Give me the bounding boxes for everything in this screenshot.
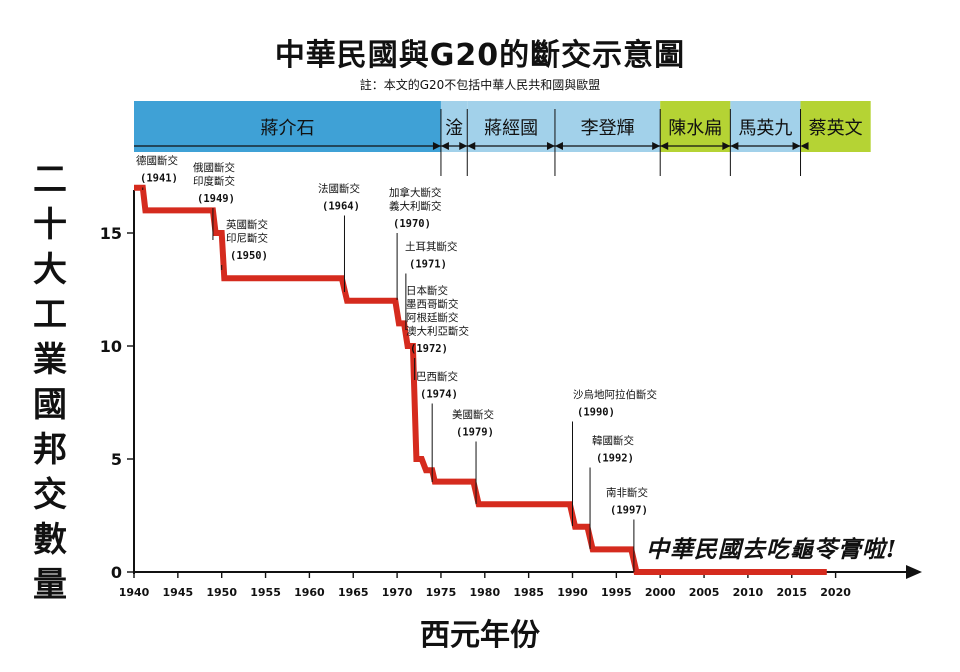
y-axis-label-char: 量 [33,565,67,605]
era-block [660,101,731,152]
y-axis-label-char: 交 [33,475,67,515]
annotation-text: 印度斷交 [193,175,235,188]
x-tick-label: 1985 [513,586,544,599]
x-tick-label: 1960 [294,586,325,599]
annotation-year: (1971) [409,259,447,271]
era-arrowhead [546,142,555,150]
x-tick-label: 1980 [469,586,500,599]
x-axis-label: 西元年份 [420,618,540,653]
era-label: 陳水扁 [668,118,722,139]
annotation-text: 墨西哥斷交 [406,298,459,311]
annotation-year: (1941) [140,173,178,185]
annotation-year: (1997) [610,505,648,517]
annotation-year: (1990) [577,407,615,419]
era-arrowhead [459,142,468,150]
era-arrowhead [660,142,669,150]
annotation-text: 南非斷交 [606,486,648,499]
era-arrowhead [792,142,801,150]
era-block [134,101,441,152]
era-block [800,101,871,152]
x-tick-label: 1950 [206,586,237,599]
x-tick-label: 1970 [382,586,413,599]
annotation-text: 加拿大斷交 [389,186,442,199]
annotation-text: 英國斷交 [226,218,268,231]
y-tick-label: 5 [111,450,122,469]
y-tick-label: 15 [100,224,122,243]
annotation-text: 俄國斷交 [193,161,235,174]
annotation-text: 澳大利亞斷交 [406,325,469,338]
y-axis-label-char: 二 [33,160,67,200]
y-axis-label-char: 邦 [33,430,67,470]
y-axis-label: 二十大工業國邦交數量 [28,158,72,608]
annotation-year: (1949) [197,193,235,205]
annotation-text: 德國斷交 [136,154,178,167]
annotation-year: (1964) [322,201,360,213]
y-axis-label-char: 工 [33,295,67,335]
y-tick-label: 0 [111,563,122,582]
x-tick-label: 1940 [119,586,150,599]
annotation-year: (1972) [410,343,448,355]
y-axis-label-char: 大 [33,250,67,290]
x-tick-label: 1995 [601,586,632,599]
annotation-year: (1979) [456,427,494,439]
annotation-text: 義大利斷交 [389,200,442,213]
x-tick-label: 2010 [733,586,764,599]
era-arrowhead [722,142,731,150]
x-axis-arrow [906,565,922,579]
era-block [554,101,661,152]
era-label: 淦 [445,118,463,139]
y-axis-label-char: 數 [33,520,67,560]
annotation-year: (1970) [393,218,431,230]
era-label: 蔣經國 [484,118,538,139]
era-arrowhead [730,142,739,150]
x-tick-label: 1990 [557,586,588,599]
annotation-text: 韓國斷交 [592,434,634,447]
x-tick-label: 1945 [163,586,194,599]
annotation-text: 沙烏地阿拉伯斷交 [573,388,657,401]
annotation-text: 日本斷交 [406,284,448,297]
era-arrowhead [432,142,441,150]
annotation-year: (1992) [596,453,634,465]
x-tick-label: 2015 [776,586,807,599]
page-title: 中華民國與G20的斷交示意圖 [274,38,686,73]
era-block [730,101,801,152]
era-label: 蔡英文 [809,118,863,139]
era-label: 李登輝 [581,118,635,139]
annotation-text: 阿根廷斷交 [406,311,459,324]
slogan-text: 中華民國去吃龜苓膏啦! [646,536,898,563]
annotation-year: (1974) [420,389,458,401]
x-tick-label: 1975 [426,586,457,599]
x-tick-label: 1955 [250,586,281,599]
annotation-text: 印尼斷交 [226,232,268,245]
annotation-text: 法國斷交 [318,182,360,195]
era-arrowhead [440,142,449,150]
x-tick-label: 2005 [689,586,720,599]
x-tick-label: 2000 [645,586,676,599]
y-axis-label-char: 國 [33,385,67,425]
era-arrowhead [554,142,563,150]
era-arrowhead [467,142,476,150]
annotation-text: 美國斷交 [452,408,494,421]
annotation-text: 巴西斷交 [416,370,458,383]
era-label: 馬英九 [738,118,792,139]
x-tick-label: 1965 [338,586,369,599]
era-block [440,101,468,152]
era-arrowhead [800,142,809,150]
y-axis-label-char: 業 [33,340,67,380]
era-block [467,101,555,152]
annotation-text: 土耳其斷交 [405,240,458,253]
y-tick-label: 10 [100,337,122,356]
x-tick-label: 2020 [820,586,851,599]
series-line [134,184,827,575]
y-axis-label-char: 十 [33,205,67,245]
annotation-year: (1950) [230,250,268,262]
footnote: 註：本文的G20不包括中華人民共和國與歐盟 [359,78,601,92]
era-label: 蔣介石 [260,118,314,139]
era-arrowhead [652,142,661,150]
